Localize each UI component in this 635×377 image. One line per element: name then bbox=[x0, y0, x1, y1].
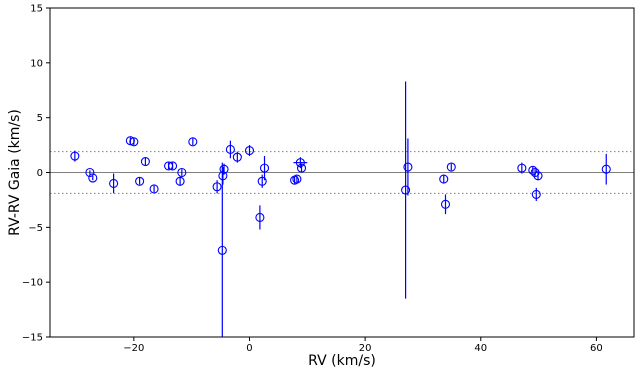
point-marker bbox=[70, 151, 80, 161]
y-tick-label: −15 bbox=[22, 333, 43, 344]
data-point bbox=[531, 187, 541, 202]
y-tick-label: 10 bbox=[30, 58, 43, 69]
point-marker bbox=[217, 245, 227, 255]
x-axis-label: RV (km/s) bbox=[308, 353, 376, 369]
point-marker bbox=[219, 164, 229, 174]
point-marker bbox=[212, 182, 222, 192]
point-marker bbox=[292, 174, 302, 184]
data-point bbox=[244, 145, 255, 157]
data-point bbox=[168, 161, 178, 171]
point-marker bbox=[175, 176, 185, 186]
point-marker bbox=[244, 146, 255, 156]
y-tick-label: 0 bbox=[37, 168, 43, 179]
point-marker bbox=[218, 171, 228, 181]
point-marker bbox=[446, 162, 456, 172]
data-point bbox=[439, 174, 449, 184]
data-point bbox=[292, 174, 302, 184]
point-marker bbox=[85, 167, 95, 178]
point-marker bbox=[401, 185, 411, 195]
data-point bbox=[403, 138, 413, 196]
point-marker bbox=[129, 137, 139, 147]
point-marker bbox=[403, 162, 413, 172]
x-axis-ticks: −20 0 20 40 60 bbox=[123, 337, 603, 354]
point-marker bbox=[528, 165, 538, 175]
point-marker bbox=[257, 176, 267, 186]
y-tick-label: −5 bbox=[28, 223, 43, 234]
point-marker bbox=[149, 184, 159, 194]
point-marker bbox=[225, 144, 235, 155]
data-point bbox=[446, 162, 456, 172]
y-tick-label: 5 bbox=[37, 113, 43, 124]
y-tick-label: −10 bbox=[22, 278, 43, 289]
data-point bbox=[217, 162, 227, 337]
data-point bbox=[257, 174, 267, 188]
point-marker bbox=[177, 167, 187, 178]
x-tick-label: 40 bbox=[474, 343, 487, 354]
point-marker bbox=[533, 171, 543, 181]
data-point bbox=[293, 157, 308, 169]
data-point bbox=[149, 184, 159, 194]
y-axis-ticks: −15 −10 −5 0 5 10 15 bbox=[22, 4, 50, 344]
data-point bbox=[440, 194, 451, 215]
data-point bbox=[533, 171, 543, 181]
data-point bbox=[601, 153, 611, 185]
data-point bbox=[212, 180, 222, 194]
data-point bbox=[70, 150, 80, 162]
data-point bbox=[85, 167, 95, 178]
point-marker bbox=[140, 156, 150, 167]
data-point bbox=[109, 173, 119, 194]
point-marker bbox=[296, 163, 307, 173]
y-tick-label: 15 bbox=[30, 4, 43, 15]
x-tick-label: 0 bbox=[246, 343, 252, 354]
x-tick-label: 20 bbox=[359, 343, 372, 354]
point-marker bbox=[88, 173, 98, 183]
data-points bbox=[70, 81, 611, 337]
data-point bbox=[255, 205, 265, 230]
point-marker bbox=[530, 167, 540, 178]
point-marker bbox=[255, 212, 265, 223]
point-marker bbox=[259, 163, 270, 173]
point-marker bbox=[188, 137, 198, 147]
y-axis-label: RV-RV Gaia (km/s) bbox=[7, 109, 23, 236]
point-marker bbox=[109, 178, 119, 189]
data-point bbox=[135, 176, 145, 186]
data-point bbox=[259, 156, 270, 181]
data-point bbox=[528, 165, 538, 175]
data-point bbox=[232, 151, 242, 163]
data-point bbox=[218, 167, 228, 185]
point-marker bbox=[601, 164, 611, 174]
point-marker bbox=[135, 176, 145, 186]
point-marker bbox=[232, 152, 242, 162]
x-tick-label: −20 bbox=[123, 343, 144, 354]
data-point bbox=[296, 163, 307, 173]
data-point bbox=[129, 137, 139, 147]
point-marker bbox=[295, 158, 305, 168]
data-point bbox=[401, 81, 411, 299]
point-marker bbox=[168, 161, 178, 171]
point-marker bbox=[517, 163, 527, 173]
data-point bbox=[140, 156, 150, 167]
data-point bbox=[175, 176, 185, 186]
point-marker bbox=[531, 189, 541, 199]
point-marker bbox=[439, 174, 449, 184]
data-point bbox=[188, 137, 198, 147]
data-point bbox=[517, 162, 527, 174]
data-point bbox=[177, 167, 187, 178]
data-point bbox=[219, 163, 229, 175]
data-point bbox=[225, 140, 235, 159]
point-marker bbox=[440, 199, 451, 209]
data-point bbox=[88, 173, 98, 183]
x-tick-label: 60 bbox=[590, 343, 603, 354]
